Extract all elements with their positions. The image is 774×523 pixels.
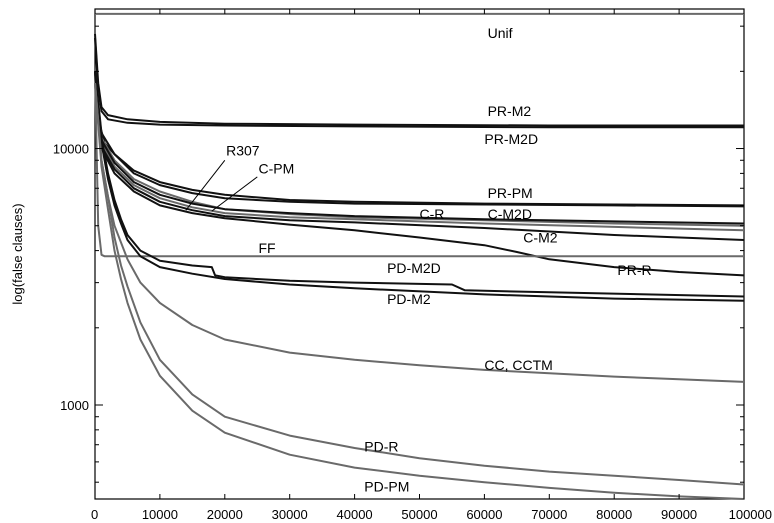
- series-label-pr-m2: PR-M2: [488, 103, 532, 119]
- x-tick-label: 80000: [596, 507, 632, 522]
- x-tick-label: 30000: [272, 507, 308, 522]
- series-label-c-m2d: C-M2D: [488, 206, 532, 222]
- x-tick-label: 40000: [337, 507, 373, 522]
- x-tick-label: 60000: [466, 507, 502, 522]
- callout-r307: [185, 159, 226, 211]
- x-tick-label: 10000: [142, 507, 178, 522]
- x-tick-label: 90000: [661, 507, 697, 522]
- series-label-pr-r: PR-R: [617, 262, 651, 278]
- series-line-pr-pm: [94, 71, 745, 207]
- series-line-pd-pm: [94, 83, 745, 500]
- series-line-cc-cctm: [94, 83, 745, 383]
- x-tick-label: 50000: [401, 507, 437, 522]
- series-layer: [94, 12, 745, 500]
- series-line-c-m2d: [94, 71, 745, 225]
- series-label-c-pm: C-PM: [259, 160, 295, 176]
- series-line-pd-m2d: [94, 71, 745, 298]
- series-line-r307: [94, 71, 745, 208]
- y-tick-label: 1000: [60, 398, 89, 413]
- y-axis-title: log(false clauses): [10, 203, 25, 304]
- callout-c-pm: [211, 176, 258, 212]
- series-line-c-r: [94, 71, 745, 232]
- x-tick-label: 70000: [531, 507, 567, 522]
- callout-layer: [185, 159, 258, 212]
- series-label-unif: Unif: [488, 25, 513, 41]
- series-label-pd-m2d: PD-M2D: [387, 260, 441, 276]
- series-line-c-m2: [94, 71, 745, 241]
- series-label-cc-cctm: CC, CCTM: [484, 357, 552, 373]
- series-label-c-r: C-R: [420, 206, 445, 222]
- series-line-pr-m2d: [94, 37, 744, 129]
- series-label-pr-m2d: PR-M2D: [484, 131, 538, 147]
- series-label-pd-m2: PD-M2: [387, 291, 431, 307]
- series-label-pd-r: PD-R: [364, 438, 398, 454]
- x-tick-label: 0: [91, 507, 98, 522]
- series-label-pr-pm: PR-PM: [488, 185, 533, 201]
- series-label-layer: Unif PR-M2 PR-M2D R307 C-PM PR-PM C-R C-M2D C-M2…: [226, 25, 652, 495]
- x-axis: 0 10000 20000 30000 40000 50000 60000 70000 8000…: [91, 9, 772, 522]
- series-line-ff: [94, 71, 744, 258]
- y-axis: 1000 10000: [53, 25, 744, 483]
- series-line-pd-r: [94, 83, 745, 486]
- series-line-pr-r: [94, 71, 745, 277]
- series-label-pd-pm: PD-PM: [364, 479, 409, 495]
- series-line-pr-m2: [94, 33, 744, 127]
- x-tick-label: 20000: [207, 507, 243, 522]
- series-line-pd-m2: [94, 71, 745, 302]
- series-label-ff: FF: [259, 240, 276, 256]
- plot-frame: [94, 8, 745, 500]
- x-tick-label: 100000: [729, 507, 772, 522]
- y-tick-label: 10000: [53, 142, 89, 157]
- series-label-c-m2: C-M2: [523, 230, 557, 246]
- plot-area: Unif PR-M2 PR-M2D R307 C-PM PR-PM C-R C-M2D C-M2…: [94, 8, 745, 500]
- series-label-r307: R307: [226, 142, 260, 158]
